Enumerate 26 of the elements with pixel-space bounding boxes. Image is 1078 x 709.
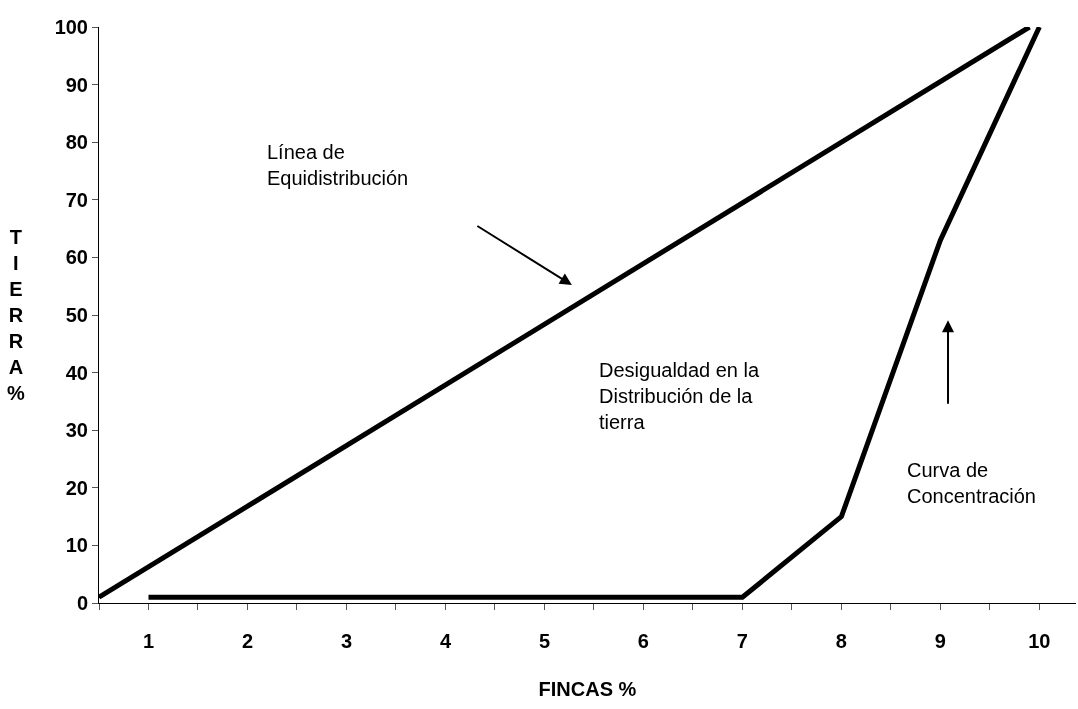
x-tick-label: 3 (340, 630, 353, 652)
x-tick-label: 9 (934, 630, 946, 652)
x-tick-label: 10 (1028, 630, 1051, 652)
x-tick-label: 7 (736, 630, 748, 652)
y-tick-label: 10 (65, 534, 88, 557)
y-tick-label: 70 (65, 188, 88, 211)
y-tick-label: 80 (65, 131, 88, 154)
y-tick-label: 100 (54, 16, 88, 38)
annotation: Desigualdad en la Distribución de la tierra (599, 359, 760, 433)
y-tick-label: 40 (65, 361, 88, 384)
y-axis-title: TIERRA % (7, 226, 25, 404)
y-tick-label: 0 (76, 592, 88, 614)
y-tick-label: 50 (65, 304, 88, 326)
x-tick-label: 8 (835, 630, 847, 652)
x-tick-label: 6 (637, 630, 649, 652)
y-tick-label: 60 (65, 246, 88, 269)
x-axis-title: FINCAS % (538, 677, 637, 700)
y-tick-label: 90 (65, 73, 88, 96)
y-tick-label: 30 (65, 419, 88, 442)
annotation: Línea de Equidistribución (267, 141, 409, 189)
x-tick-label: 5 (538, 630, 550, 652)
x-tick-label: 1 (142, 630, 155, 652)
y-tick-label: 20 (65, 476, 88, 499)
x-tick-label: 2 (241, 630, 254, 652)
annotation: Curva de Concentración (907, 459, 1036, 507)
x-tick-label: 4 (439, 630, 452, 652)
